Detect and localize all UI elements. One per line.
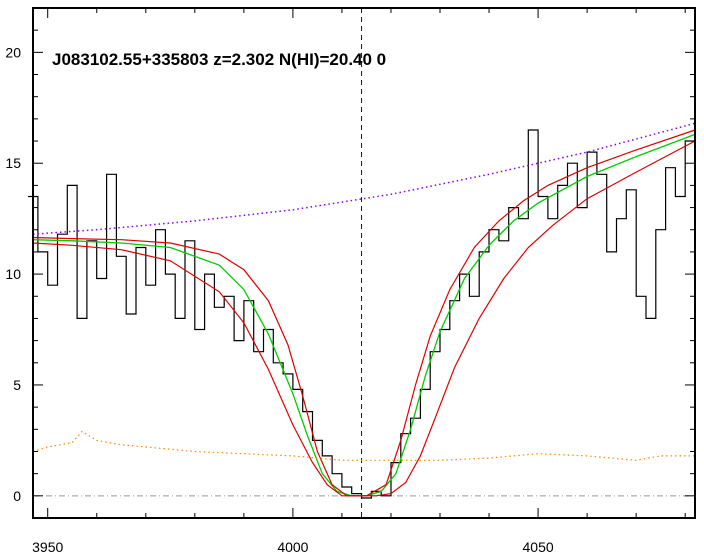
y-tick-label: 0	[13, 488, 21, 504]
y-tick-label: 20	[5, 44, 21, 60]
y-tick-label: 10	[5, 266, 21, 282]
x-tick-label: 4050	[523, 539, 554, 555]
plot-area	[28, 8, 696, 518]
continuum-line	[32, 122, 696, 235]
x-tick-label: 3950	[32, 539, 63, 555]
fit-upper-line	[32, 129, 696, 497]
error-line	[32, 430, 695, 461]
plot-frame	[32, 7, 696, 519]
x-tick-label: 4000	[277, 539, 308, 555]
y-tick-label: 15	[5, 155, 21, 171]
axes: 3950 4000 4050 0 5 10 15 20	[5, 7, 695, 555]
y-tick-label: 5	[13, 377, 21, 393]
chart-title: J083102.55+335803 z=2.302 N(HI)=20.40 0	[52, 50, 386, 69]
fit-line	[32, 133, 696, 497]
fit-lower-line	[32, 140, 696, 497]
